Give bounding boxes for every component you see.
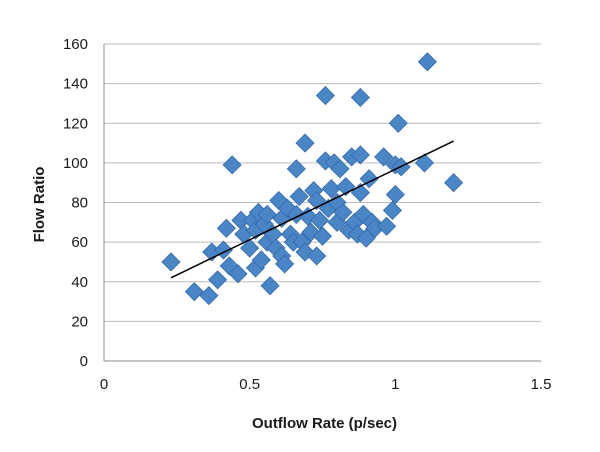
x-tick-label-1.5: 1.5 bbox=[531, 376, 552, 393]
y-tick-label-40: 40 bbox=[71, 274, 88, 291]
data-point-20 bbox=[257, 204, 277, 224]
data-point-66 bbox=[374, 147, 394, 167]
y-tick-label-80: 80 bbox=[71, 195, 88, 212]
data-point-12 bbox=[240, 238, 260, 258]
trendline-group bbox=[170, 140, 454, 279]
y-tick-label-60: 60 bbox=[71, 234, 88, 251]
data-point-58 bbox=[350, 87, 370, 108]
data-point-47 bbox=[321, 179, 341, 199]
data-point-36 bbox=[295, 133, 315, 153]
data-point-74 bbox=[417, 52, 437, 72]
y-tick-label-0: 0 bbox=[80, 353, 88, 370]
data-point-9 bbox=[228, 264, 248, 284]
data-point-2 bbox=[199, 286, 219, 306]
data-point-17 bbox=[251, 250, 271, 270]
data-point-1 bbox=[184, 282, 204, 302]
x-tick-labels: 0 0.5 1 1.5 bbox=[100, 376, 552, 393]
data-point-42 bbox=[310, 210, 330, 230]
data-point-6 bbox=[216, 218, 236, 238]
data-point-63 bbox=[359, 169, 379, 189]
data-point-69 bbox=[385, 185, 405, 205]
y-tick-label-100: 100 bbox=[63, 155, 88, 172]
y-axis-title: Flow Ratio bbox=[31, 167, 48, 243]
y-tick-label-20: 20 bbox=[71, 313, 88, 330]
y-tick-label-120: 120 bbox=[63, 115, 88, 132]
data-point-4 bbox=[208, 270, 228, 290]
data-point-60 bbox=[350, 145, 370, 165]
data-point-43 bbox=[312, 226, 333, 246]
data-point-40 bbox=[307, 246, 327, 266]
data-point-75 bbox=[444, 173, 464, 193]
data-point-21 bbox=[260, 276, 280, 296]
axes bbox=[103, 44, 541, 362]
x-tick-label-0: 0 bbox=[100, 376, 108, 393]
data-point-44 bbox=[315, 85, 335, 106]
data-points bbox=[161, 52, 464, 306]
data-point-73 bbox=[414, 153, 435, 173]
gridlines bbox=[104, 43, 541, 322]
data-point-62 bbox=[356, 228, 376, 248]
trendline bbox=[170, 140, 454, 279]
data-point-8 bbox=[222, 155, 242, 175]
x-axis-title: Outflow Rate (p/sec) bbox=[252, 415, 397, 432]
y-tick-label-140: 140 bbox=[63, 76, 88, 93]
x-tick-label-1: 1 bbox=[391, 376, 399, 393]
data-point-52 bbox=[333, 202, 353, 222]
y-tick-labels: 0 20 40 60 80 100 120 140 160 bbox=[63, 36, 88, 370]
x-tick-label-0.5: 0.5 bbox=[239, 376, 260, 393]
data-point-31 bbox=[286, 159, 306, 179]
data-point-0 bbox=[161, 252, 181, 272]
y-tick-label-160: 160 bbox=[63, 36, 88, 53]
data-point-51 bbox=[330, 159, 350, 179]
data-point-67 bbox=[377, 216, 397, 236]
data-point-68 bbox=[382, 200, 402, 220]
data-point-33 bbox=[289, 186, 309, 207]
data-point-27 bbox=[275, 254, 295, 274]
data-point-71 bbox=[388, 113, 408, 133]
